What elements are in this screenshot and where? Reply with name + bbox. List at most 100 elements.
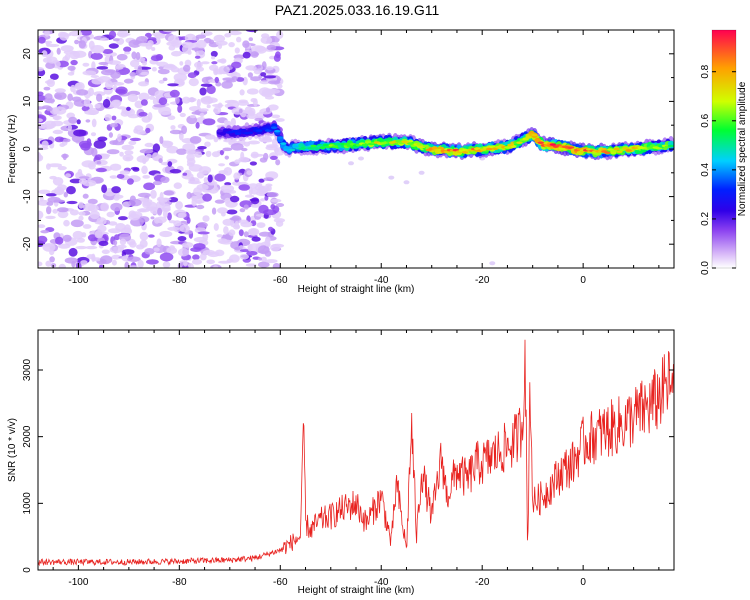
spectrogram-ridge-cell <box>319 146 326 149</box>
spectrogram-noise-blob <box>128 198 142 207</box>
spectrogram-noise-blob <box>263 75 277 79</box>
spectrogram-noise-blob <box>110 202 123 212</box>
spectrogram-noise-blob <box>264 238 271 247</box>
spectrogram-noise-blob <box>194 151 203 158</box>
spectrogram-noise-blob <box>67 93 73 102</box>
spectrogram-noise-blob <box>226 209 238 215</box>
spectrogram-noise-blob <box>82 70 97 76</box>
spectrogram-noise-blob <box>250 98 257 103</box>
spectrogram-noise-blob <box>388 175 395 180</box>
spectrogram-ridge-cell <box>280 142 287 145</box>
spectrogram-noise-blob <box>63 138 71 143</box>
spectrogram-ridge-cell <box>537 141 544 144</box>
spectrogram-noise-blob <box>45 62 55 69</box>
spectrogram-noise-blob <box>65 173 72 178</box>
spectrogram-noise-blob <box>52 208 58 214</box>
spectrogram-ridge-cell <box>407 142 414 145</box>
spectrogram-noise-blob <box>268 226 274 232</box>
spectrogram-noise-blob <box>167 83 179 87</box>
x-tick-label: -20 <box>475 275 490 286</box>
spectrogram-noise-blob <box>168 197 179 203</box>
spectrogram-noise-blob <box>118 216 128 221</box>
spectrogram-noise-blob <box>164 63 176 69</box>
spectrogram-noise-blob <box>109 123 119 128</box>
spectrogram-noise-blob <box>100 37 110 42</box>
x-tick-label: -40 <box>374 275 389 286</box>
spectrogram-noise-blob <box>193 187 202 196</box>
spectrogram-noise-blob <box>43 86 51 91</box>
spectrogram-noise-blob <box>145 153 152 159</box>
spectrogram-noise-blob <box>142 175 150 179</box>
spectrogram-noise-blob <box>157 207 163 216</box>
spectrogram-noise-blob <box>182 265 189 268</box>
spectrogram-noise-blob <box>169 169 182 174</box>
spectrogram-noise-blob <box>270 204 276 210</box>
spectrogram-noise-blob <box>115 223 126 232</box>
spectrogram-noise-blob <box>187 263 194 268</box>
spectrogram-noise-blob <box>247 72 253 78</box>
spectrogram-noise-blob <box>248 186 253 196</box>
spectrogram-noise-blob <box>139 148 154 154</box>
spectrogram-noise-blob <box>245 65 257 71</box>
spectrogram-ridge-cell <box>531 133 538 137</box>
colorbar-tick-label: 0.0 <box>700 261 711 275</box>
spectrogram-ridge-cell <box>274 129 281 133</box>
spectrogram-noise-blob <box>267 104 279 111</box>
spectrogram-noise-blob <box>78 201 84 209</box>
spectrogram-noise-blob <box>135 129 146 135</box>
spectrogram-noise-blob <box>145 42 153 50</box>
spectrogram-noise-blob <box>275 118 285 122</box>
spectrogram-noise-blob <box>167 226 180 231</box>
spectrogram-noise-blob <box>80 30 92 36</box>
spectrogram-ridge-cell <box>271 126 278 129</box>
spectrogram-noise-blob <box>96 161 102 165</box>
spectrogram-noise-blob <box>124 150 134 156</box>
spectrogram-noise-blob <box>217 207 228 214</box>
spectrogram-noise-blob <box>116 106 127 110</box>
colorbar-tick-label: 0.2 <box>700 212 711 226</box>
spectrogram-noise-blob <box>258 87 271 96</box>
spectrogram-ridge-cell <box>255 129 263 132</box>
spectrogram-noise-blob <box>226 79 237 83</box>
spectrogram-ridge-cell <box>361 143 369 147</box>
colorbar-ticks: 0.0 0.2 0.4 0.6 0.8 <box>700 64 736 275</box>
spectrogram-noise-blob <box>418 170 425 175</box>
spectrogram-noise-blob <box>41 50 48 57</box>
spectrogram-noise-blob <box>229 217 240 221</box>
spectrogram-ridge-cell <box>422 144 429 148</box>
spectrogram-noise-blob <box>263 177 274 182</box>
spectrogram-noise-blob <box>78 215 84 221</box>
spectrogram-noise-blob <box>246 251 258 256</box>
spectrogram-ridge-cell <box>549 143 557 146</box>
spectrogram-noise-blob <box>152 180 163 186</box>
spectrogram-noise-blob <box>258 178 265 183</box>
spectrogram-noise-blob <box>211 56 216 60</box>
spectrogram-noise-blob <box>72 230 84 240</box>
spectrogram-noise-blob <box>211 151 221 158</box>
spectrogram-noise-blob <box>242 51 251 59</box>
spectrogram-noise-blob <box>202 215 210 222</box>
spectrogram-noise-blob <box>83 203 96 212</box>
spectrogram-noise-blob <box>110 71 121 79</box>
spectrogram-noise-blob <box>189 114 196 119</box>
spectrogram-noise-blob <box>231 76 238 81</box>
spectrogram-noise-blob <box>40 230 50 234</box>
spectrogram-noise-blob <box>128 140 137 146</box>
spectrogram-noise-blob <box>213 34 226 43</box>
spectrogram-noise-blob <box>211 207 217 215</box>
spectrogram-noise-blob <box>82 193 89 199</box>
spectrogram-noise-blob <box>50 73 59 80</box>
spectrogram-noise-blob <box>159 191 164 201</box>
spectrogram-noise-blob <box>206 180 218 186</box>
spectrogram-noise-blob <box>223 167 233 176</box>
spectrogram-ridge-cell <box>416 143 423 146</box>
colorbar-label: Normalized spectral amplitude <box>737 81 748 216</box>
spectrogram-noise-blob <box>141 165 148 175</box>
spectrogram-noise-blob <box>150 216 155 220</box>
spectrogram-ridge-cell <box>667 144 674 148</box>
spectrogram-noise-blob <box>348 161 354 166</box>
spectrogram-noise-blob <box>239 89 245 96</box>
spectrogram-y-ticks: 20 10 0 -10 -20 <box>22 29 674 269</box>
spectrogram-noise-blob <box>88 87 94 97</box>
spectrogram-noise-blob <box>181 242 194 248</box>
